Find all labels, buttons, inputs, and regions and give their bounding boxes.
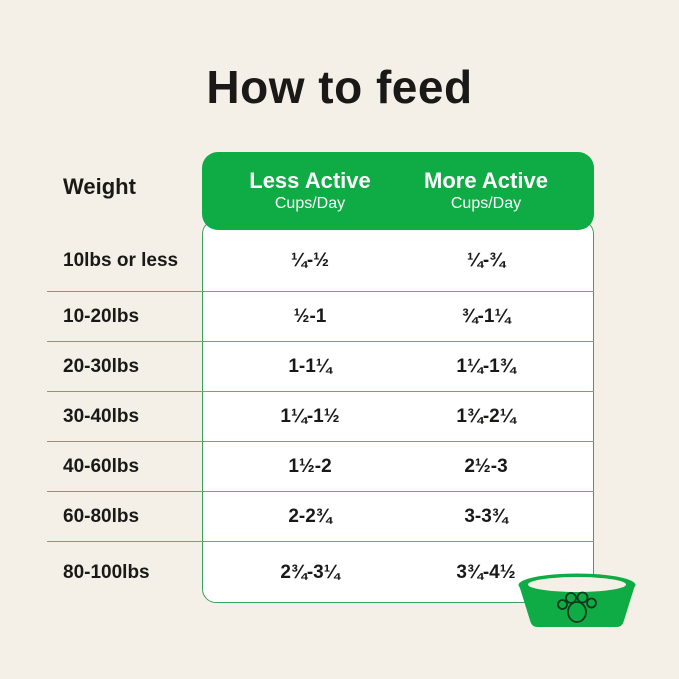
table-row: 30-40lbs 1¼-1½ 1¾-2¼	[47, 392, 594, 442]
less-active-sublabel: Cups/Day	[274, 195, 346, 213]
table-row: 10-20lbs ½-1 ¾-1¼	[47, 292, 594, 342]
dog-bowl-icon	[518, 573, 636, 627]
less-active-label: Less Active	[249, 168, 371, 194]
feeding-table-header: Less Active Cups/Day More Active Cups/Da…	[202, 152, 594, 230]
weight-label: 30-40lbs	[63, 405, 140, 427]
less-active-value: 2-2¾	[288, 505, 332, 527]
more-active-value: 2½-3	[464, 455, 508, 477]
more-active-value: ¼-¾	[466, 249, 506, 271]
less-active-value: ½-1	[293, 305, 327, 327]
less-active-value: 1½-2	[288, 455, 332, 477]
table-rows: 10lbs or less ¼-½ ¼-¾ 10-20lbs ½-1 ¾-1¼ …	[47, 230, 594, 603]
more-active-sublabel: Cups/Day	[450, 195, 522, 213]
less-active-value: ¼-½	[290, 249, 330, 271]
weight-label: 20-30lbs	[63, 355, 140, 377]
feeding-table-body	[202, 220, 594, 603]
weight-label: 40-60lbs	[63, 455, 140, 477]
more-active-value: 3¾-4½	[456, 561, 516, 583]
more-active-value: 3-3¾	[464, 505, 508, 527]
weight-label: 10-20lbs	[63, 305, 140, 327]
less-active-value: 1¼-1½	[280, 405, 340, 427]
weight-label: 80-100lbs	[63, 561, 150, 583]
paw-print-icon	[557, 591, 597, 623]
less-active-value: 2¾-3¼	[280, 561, 340, 583]
weight-column-header: Weight	[63, 174, 136, 199]
more-active-value: 1¾-2¼	[456, 405, 516, 427]
weight-label: 60-80lbs	[63, 505, 140, 527]
table-row: 20-30lbs 1-1¼ 1¼-1¾	[47, 342, 594, 392]
weight-label: 10lbs or less	[63, 249, 179, 271]
column-header-more-active: More Active Cups/Day	[398, 152, 574, 230]
table-row: 10lbs or less ¼-½ ¼-¾	[47, 230, 594, 292]
table-row: 40-60lbs 1½-2 2½-3	[47, 442, 594, 492]
page-title: How to feed	[206, 61, 473, 113]
table-row: 80-100lbs 2¾-3¼ 3¾-4½	[47, 542, 594, 603]
column-header-less-active: Less Active Cups/Day	[222, 152, 398, 230]
more-active-label: More Active	[424, 168, 548, 194]
more-active-value: 1¼-1¾	[456, 355, 516, 377]
less-active-value: 1-1¼	[288, 355, 332, 377]
more-active-value: ¾-1¼	[461, 305, 511, 327]
table-row: 60-80lbs 2-2¾ 3-3¾	[47, 492, 594, 542]
